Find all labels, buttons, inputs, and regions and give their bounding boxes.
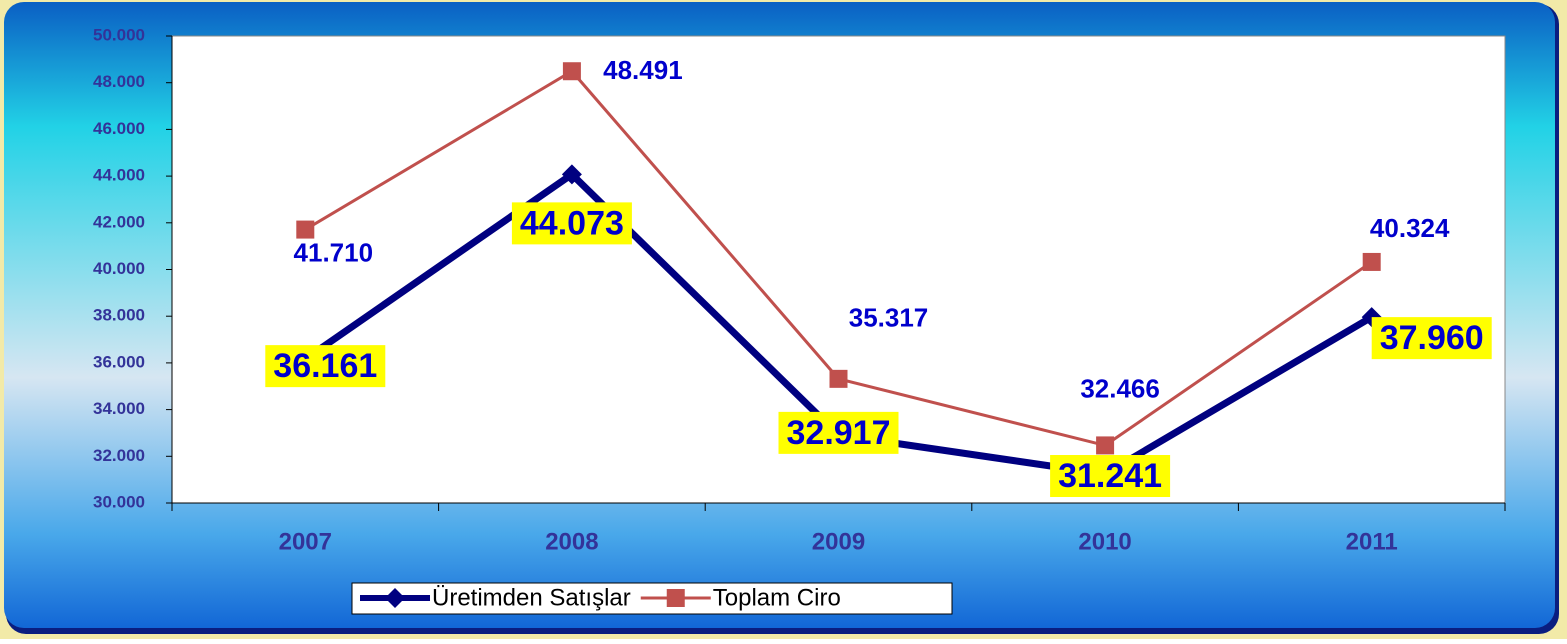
data-label: 32.917 (787, 414, 891, 452)
y-tick-label: 40.000 (93, 259, 145, 278)
data-point (561, 164, 582, 185)
label-box (778, 411, 899, 454)
legend-label: Üretimden Satışlar (432, 584, 631, 611)
y-tick-label: 46.000 (93, 119, 145, 138)
data-label: 37.960 (1380, 319, 1484, 357)
data-label: 36.161 (273, 347, 377, 385)
data-label: 44.073 (520, 204, 624, 242)
legend-marker (666, 589, 685, 607)
y-tick-label: 38.000 (93, 306, 145, 325)
y-tick-label: 42.000 (93, 212, 145, 231)
label-box (1371, 317, 1492, 360)
data-label: 35.317 (849, 303, 929, 333)
legend-marker (385, 588, 405, 608)
data-label: 32.466 (1080, 373, 1160, 403)
label-box (511, 202, 632, 245)
x-tick-label: 2009 (812, 528, 865, 555)
x-tick-label: 2010 (1078, 528, 1131, 555)
data-label: 48.491 (603, 55, 683, 85)
data-point (562, 62, 581, 81)
legend-label: Toplam Ciro (713, 584, 841, 611)
x-tick-label: 2008 (545, 528, 598, 555)
y-tick-label: 50.000 (93, 25, 145, 44)
data-label: 31.241 (1058, 457, 1162, 495)
y-tick-label: 44.000 (93, 166, 145, 185)
data-label: 41.710 (294, 237, 374, 267)
y-tick-label: 48.000 (93, 72, 145, 91)
data-point (1096, 436, 1115, 455)
x-tick-label: 2007 (279, 528, 332, 555)
label-box (265, 345, 386, 388)
x-tick-label: 2011 (1346, 528, 1398, 555)
y-tick-label: 34.000 (93, 399, 145, 418)
data-point (1362, 252, 1381, 271)
data-point (829, 369, 848, 388)
data-point (296, 220, 315, 239)
y-tick-label: 30.000 (93, 492, 145, 511)
y-tick-label: 36.000 (93, 352, 145, 371)
y-tick-label: 32.000 (93, 446, 145, 465)
data-label: 40.324 (1370, 213, 1450, 243)
label-box (1050, 455, 1171, 498)
